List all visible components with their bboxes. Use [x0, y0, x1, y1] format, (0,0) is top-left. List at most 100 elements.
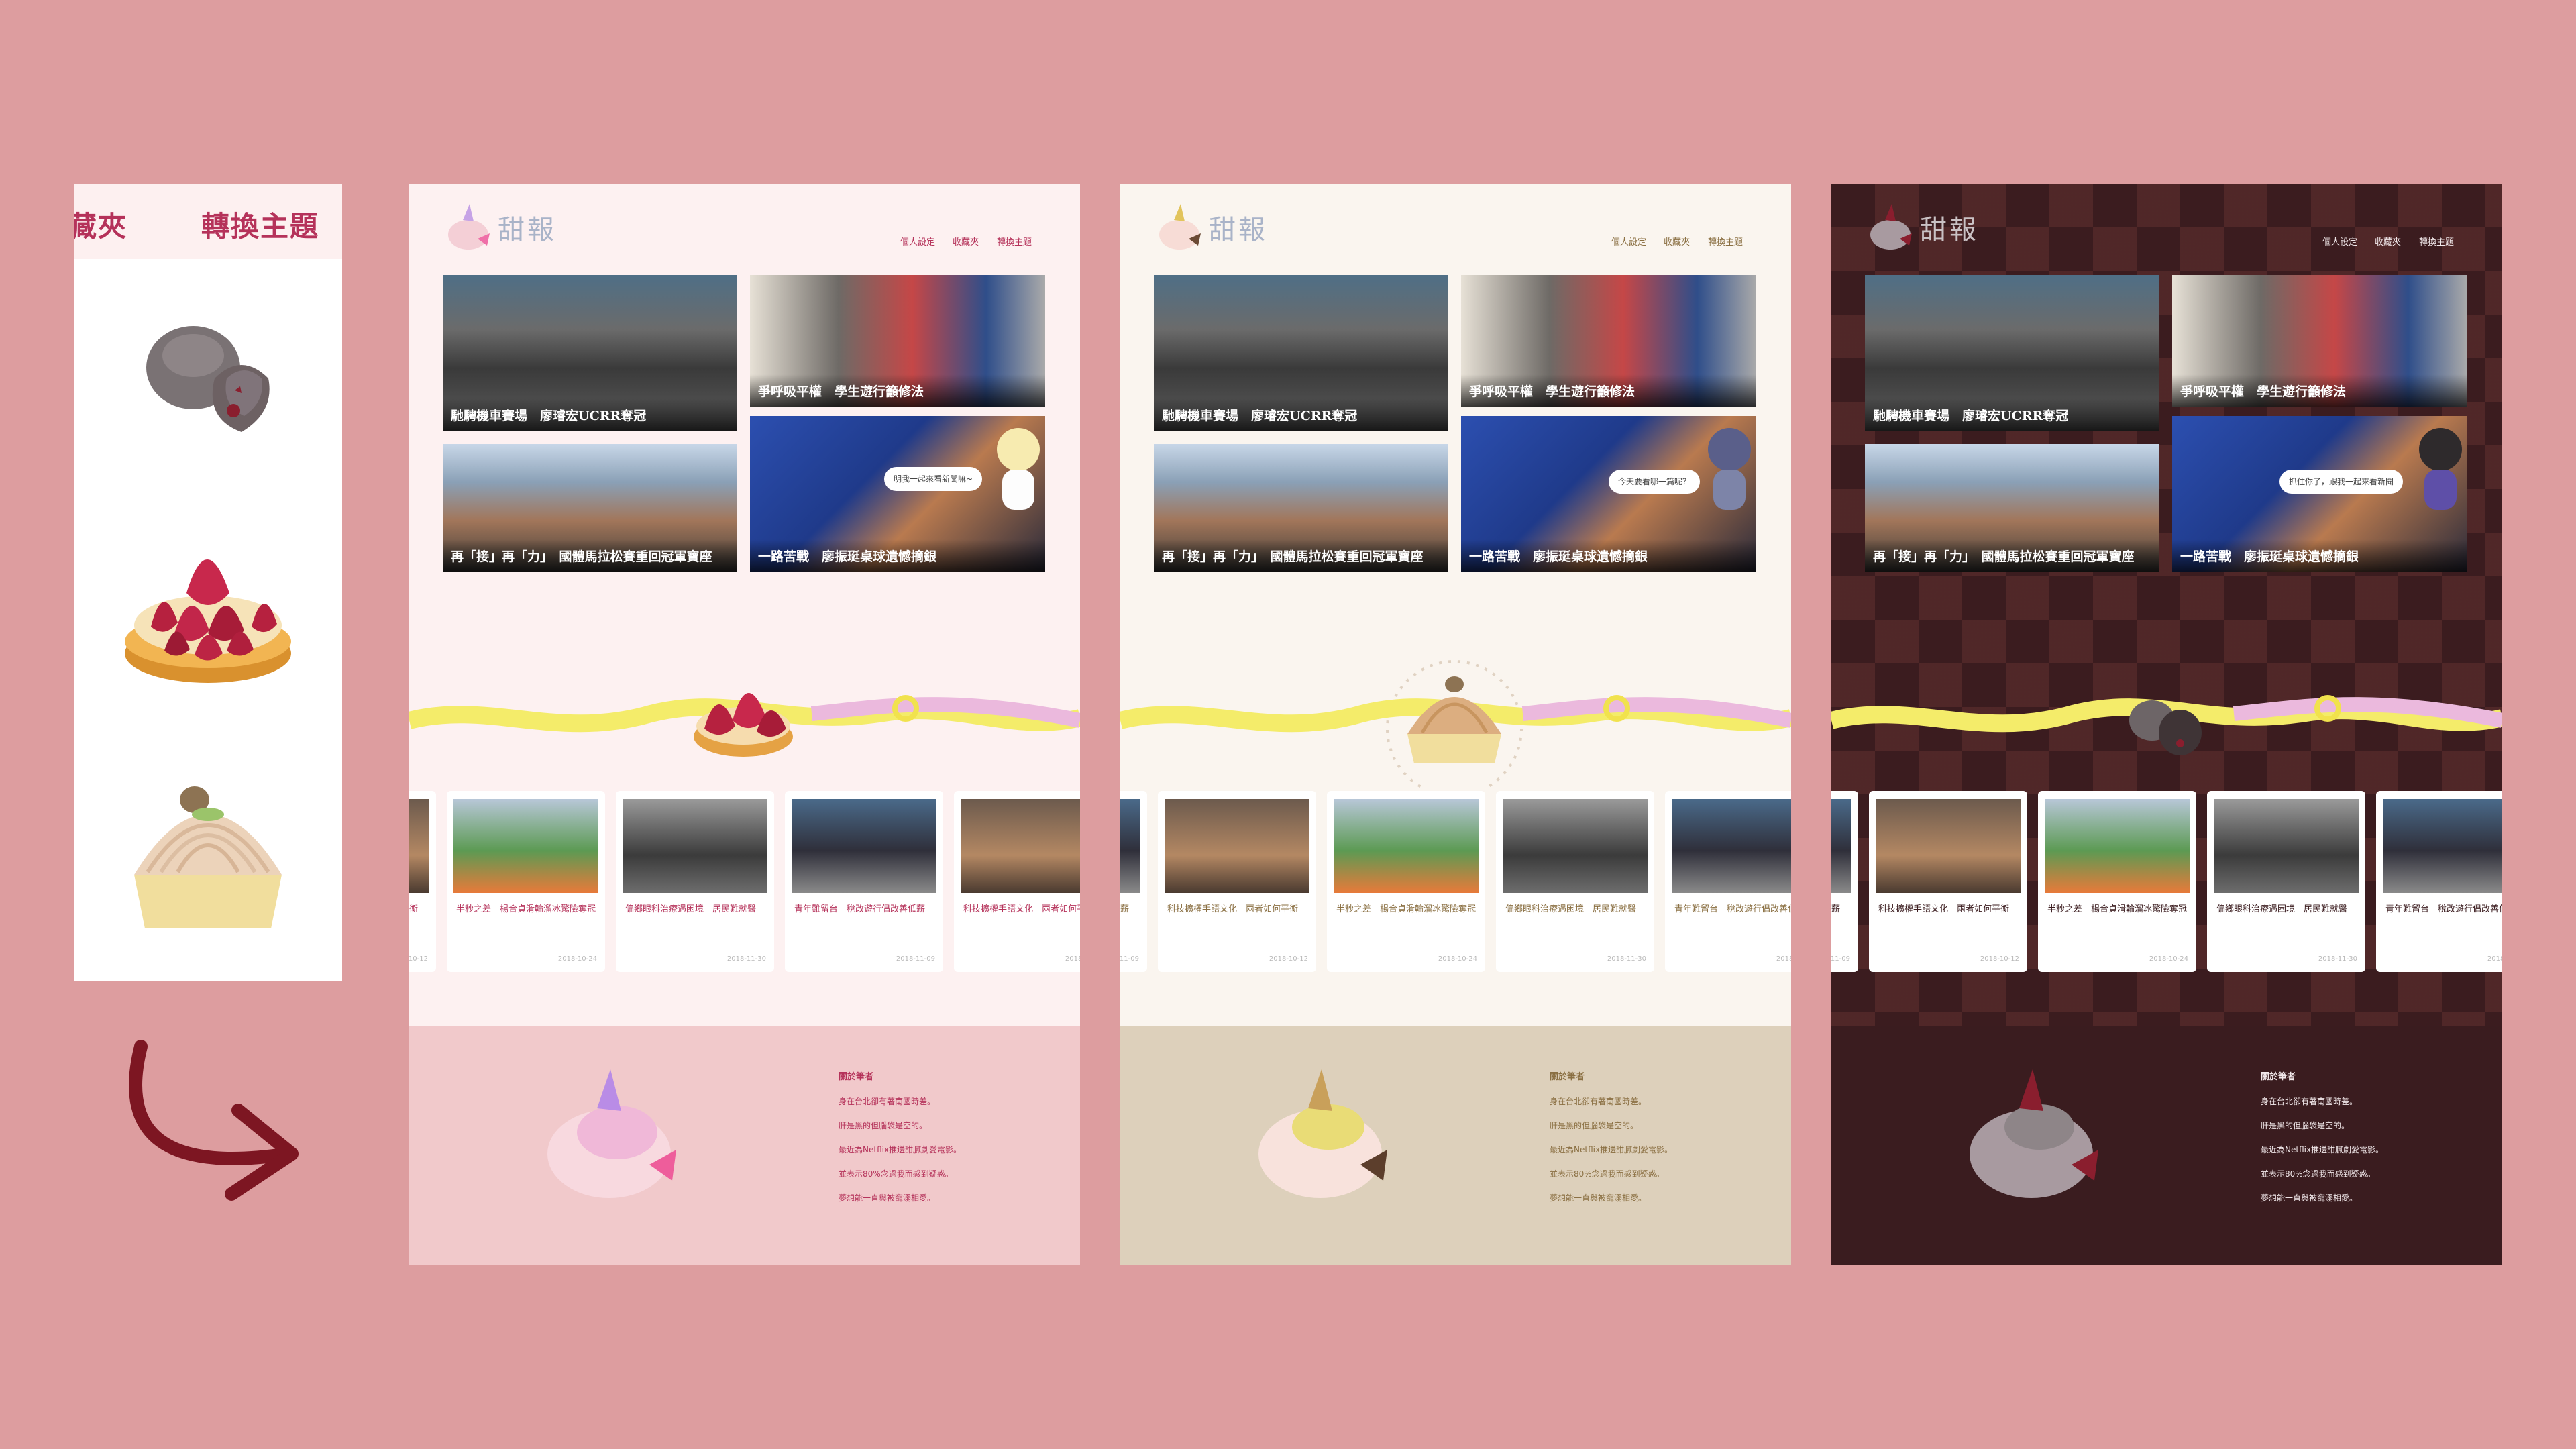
theme-option-mont-blanc[interactable]	[114, 774, 302, 935]
mockup-chocolate-theme: 甜報 個人設定 收藏夾 轉換主題 馳騁機車賽場 廖璿宏UCRR奪冠 爭呼吸平權 …	[1831, 184, 2502, 1265]
theme-option-strawberry-tart[interactable]	[114, 533, 302, 694]
article-card[interactable]: 科技擴權手語文化 兩者如何平衡 2018-10-12	[1158, 791, 1316, 972]
unicorn-footer-icon	[1258, 1069, 1387, 1198]
news-tile-motorcycle[interactable]: 馳騁機車賽場 廖璿宏UCRR奪冠	[443, 275, 737, 431]
news-tile-marathon[interactable]: 再「接」再「力」 國體馬拉松賽重回冠軍寶座	[1154, 444, 1448, 572]
article-card[interactable]: 科技擴權手語文化 兩者如何平衡 2018-10-12	[954, 791, 1080, 972]
unicorn-logo-icon	[448, 204, 490, 250]
article-card[interactable]: 科技擴權手語文化 兩者如何平衡 2018-10-12	[409, 791, 436, 972]
card-title: 偏鄉眼科治療遇困境 居民難就醫	[1505, 904, 1637, 914]
favorites-tab[interactable]: 藏夾	[74, 210, 128, 243]
article-card[interactable]: 偏鄉眼科治療遇困境 居民難就醫 2018-11-30	[2207, 791, 2365, 972]
card-title: 科技擴權手語文化 兩者如何平衡	[1167, 904, 1299, 914]
card-title: 青年難留台 稅改遊行倡改善低薪	[1120, 904, 1130, 914]
unicorn-footer-icon	[1970, 1069, 2098, 1198]
nav-personal-settings[interactable]: 個人設定	[900, 237, 936, 248]
news-tile-motorcycle[interactable]: 馳騁機車賽場 廖璿宏UCRR奪冠	[1865, 275, 2159, 431]
about-line: 最近為Netflix推送甜膩劇愛電影。	[2261, 1145, 2384, 1155]
news-tile-table-tennis[interactable]: 明我一起來看新聞嘛~ 一路苦戰 廖振珽桌球遺憾摘銀	[750, 416, 1045, 572]
theme-option-chocolate[interactable]	[114, 298, 302, 445]
nav-favorites[interactable]: 收藏夾	[1664, 237, 1690, 248]
logo-text: 甜報	[498, 215, 557, 246]
nav-favorites[interactable]: 收藏夾	[2375, 237, 2402, 248]
site-logo[interactable]: 甜報	[444, 201, 592, 255]
news-title: 再「接」再「力」 國體馬拉松賽重回冠軍寶座	[1873, 549, 2135, 564]
news-title: 爭呼吸平權 學生遊行籲修法	[2180, 384, 2347, 399]
card-title: 青年難留台 稅改遊行倡改善低薪	[2385, 904, 2502, 914]
nav-personal-settings[interactable]: 個人設定	[2322, 237, 2358, 248]
article-card[interactable]: 半秒之差 楊合貞滑輪溜冰驚險奪冠 2018-10-24	[1327, 791, 1485, 972]
footer: 關於筆者 身在台北卻有著南國時差。 肝是黑的但腦袋是空的。 最近為Netflix…	[1831, 1026, 2502, 1265]
article-card[interactable]: 偏鄉眼科治療遇困境 居民難就醫 2018-11-30	[1496, 791, 1654, 972]
card-image	[2045, 799, 2190, 893]
about-heading: 關於筆者	[1550, 1072, 1585, 1082]
mockup-mont-blanc-theme: 甜報 個人設定 收藏夾 轉換主題 馳騁機車賽場 廖璿宏UCRR奪冠 爭呼吸平權 …	[1120, 184, 1791, 1265]
card-image	[2383, 799, 2502, 893]
about-line: 身在台北卻有著南國時差。	[1550, 1097, 1647, 1106]
about-line: 最近為Netflix推送甜膩劇愛電影。	[1550, 1145, 1673, 1155]
nav-switch-theme[interactable]: 轉換主題	[997, 237, 1032, 248]
news-tile-table-tennis[interactable]: 抓住你了，跟我一起來看新聞 一路苦戰 廖振珽桌球遺憾摘銀	[2172, 416, 2467, 572]
news-title: 爭呼吸平權 學生遊行籲修法	[758, 384, 924, 399]
card-title: 偏鄉眼科治療遇困境 居民難就醫	[625, 904, 757, 914]
article-card[interactable]: 青年難留台 稅改遊行倡改善低薪 2018-11-09	[2376, 791, 2502, 972]
card-image	[792, 799, 936, 893]
news-tile-marathon[interactable]: 再「接」再「力」 國體馬拉松賽重回冠軍寶座	[443, 444, 737, 572]
site-logo[interactable]: 甜報	[1866, 201, 2014, 255]
news-tile-motorcycle[interactable]: 馳騁機車賽場 廖璿宏UCRR奪冠	[1154, 275, 1448, 431]
about-line: 身在台北卻有著南國時差。	[839, 1097, 936, 1106]
card-image	[2214, 799, 2359, 893]
card-title: 青年難留台 稅改遊行倡改善低薪	[794, 904, 926, 914]
unicorn-footer-icon	[547, 1069, 676, 1198]
about-heading: 關於筆者	[839, 1072, 874, 1082]
nav-switch-theme[interactable]: 轉換主題	[2419, 237, 2455, 248]
mascot-icon	[1708, 428, 1751, 510]
card-date: 2018-10-12	[1980, 955, 2019, 963]
card-image	[453, 799, 598, 893]
news-title: 一路苦戰 廖振珽桌球遺憾摘銀	[1469, 549, 1648, 564]
article-card[interactable]: 偏鄉眼科治療遇困境 居民難就醫 2018-11-30	[616, 791, 774, 972]
card-date: 2018-11-30	[1607, 955, 1646, 963]
ribbon-divider	[1120, 660, 1791, 788]
article-card[interactable]: 青年難留台 稅改遊行倡改善低薪 2018-11-09	[1665, 791, 1791, 972]
about-line: 並表示80%念過我而感到疑惑。	[1550, 1169, 1664, 1179]
switch-theme-tab[interactable]: 轉換主題	[201, 210, 320, 243]
card-image	[1876, 799, 2021, 893]
news-title: 馳騁機車賽場 廖璿宏UCRR奪冠	[451, 409, 647, 423]
nav-favorites[interactable]: 收藏夾	[953, 237, 979, 248]
news-tile-protest[interactable]: 爭呼吸平權 學生遊行籲修法	[750, 275, 1045, 407]
chat-bubble: 抓住你了，跟我一起來看新聞	[2279, 470, 2404, 494]
nav-personal-settings[interactable]: 個人設定	[1611, 237, 1647, 248]
strawberry-tart-icon	[125, 559, 291, 683]
article-card[interactable]: 青年難留台 稅改遊行倡改善低薪 2018-11-09	[785, 791, 943, 972]
footer: 關於筆者 身在台北卻有著南國時差。 肝是黑的但腦袋是空的。 最近為Netflix…	[1120, 1026, 1791, 1265]
nav-switch-theme[interactable]: 轉換主題	[1708, 237, 1743, 248]
mockup-strawberry-theme: 甜報 個人設定 收藏夾 轉換主題 馳騁機車賽場 廖璿宏UCRR奪冠 爭呼吸平權 …	[409, 184, 1080, 1265]
card-image	[1165, 799, 1309, 893]
card-title: 半秒之差 楊合貞滑輪溜冰驚險奪冠	[456, 904, 596, 914]
about-line: 肝是黑的但腦袋是空的。	[1550, 1121, 1639, 1130]
unicorn-logo-icon	[1159, 204, 1201, 250]
card-title: 半秒之差 楊合貞滑輪溜冰驚險奪冠	[1336, 904, 1477, 914]
article-card[interactable]: 科技擴權手語文化 兩者如何平衡 2018-10-12	[1869, 791, 2027, 972]
unicorn-logo-icon	[1870, 204, 1912, 250]
card-image	[1503, 799, 1648, 893]
about-line: 並表示80%念過我而感到疑惑。	[2261, 1169, 2375, 1179]
news-tile-protest[interactable]: 爭呼吸平權 學生遊行籲修法	[1461, 275, 1756, 407]
about-line: 肝是黑的但腦袋是空的。	[839, 1121, 928, 1130]
article-card[interactable]: 半秒之差 楊合貞滑輪溜冰驚險奪冠 2018-10-24	[2038, 791, 2196, 972]
about-author: 關於筆者 身在台北卻有著南國時差。 肝是黑的但腦袋是空的。 最近為Netflix…	[1550, 1069, 1672, 1216]
article-card[interactable]: 半秒之差 楊合貞滑輪溜冰驚險奪冠 2018-10-24	[447, 791, 605, 972]
card-title: 青年難留台 稅改遊行倡改善低薪	[1674, 904, 1791, 914]
card-date: 2018-10-24	[1438, 955, 1477, 963]
article-card[interactable]: 青年難留台 稅改遊行倡改善低薪 2018-11-09	[1120, 791, 1147, 972]
news-title: 一路苦戰 廖振珽桌球遺憾摘銀	[758, 549, 937, 564]
news-tile-marathon[interactable]: 再「接」再「力」 國體馬拉松賽重回冠軍寶座	[1865, 444, 2159, 572]
news-tile-protest[interactable]: 爭呼吸平權 學生遊行籲修法	[2172, 275, 2467, 407]
card-title: 科技擴權手語文化 兩者如何平衡	[409, 904, 419, 914]
card-date: 2018-10-12	[1269, 955, 1308, 963]
card-image	[409, 799, 429, 893]
site-logo[interactable]: 甜報	[1155, 201, 1303, 255]
article-card[interactable]: 青年難留台 稅改遊行倡改善低薪 2018-11-09	[1831, 791, 1858, 972]
news-tile-table-tennis[interactable]: 今天要看哪一篇呢？ 一路苦戰 廖振珽桌球遺憾摘銀	[1461, 416, 1756, 572]
